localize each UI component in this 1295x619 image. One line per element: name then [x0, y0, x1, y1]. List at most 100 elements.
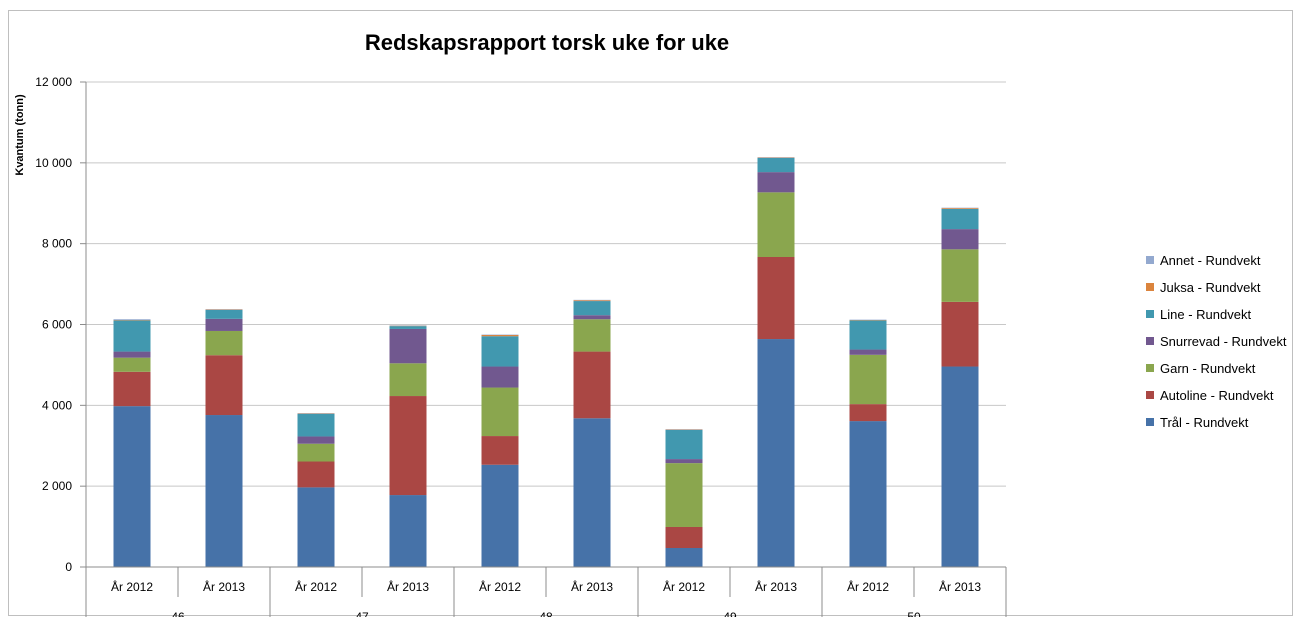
bar-segment — [297, 413, 335, 437]
x-tick-label: År 2012 — [847, 579, 889, 594]
bar-segment — [113, 371, 151, 407]
y-tick-label: 2 000 — [42, 479, 72, 493]
legend-swatch — [1146, 256, 1154, 264]
bar-segment — [297, 487, 335, 567]
y-tick-label: 0 — [65, 560, 72, 574]
y-axis-label: Kvantum (tonn) — [14, 94, 26, 176]
bar-segment — [757, 257, 795, 340]
bar-segment — [941, 301, 979, 367]
x-axis: År 2012 År 2013 År 2012 År 2013 År 2012 År 20… — [80, 81, 1007, 617]
bar-segment — [573, 315, 611, 320]
bar-segment — [573, 418, 611, 567]
bar-segment — [849, 349, 887, 355]
bar-segment — [941, 366, 979, 567]
legend-label: Snurrevad - Rundvekt — [1160, 334, 1287, 349]
bar-segment — [481, 436, 519, 465]
x-tick-label: År 2013 — [755, 579, 797, 594]
bars — [113, 157, 979, 567]
bar-segment — [389, 363, 427, 397]
bar-segment — [205, 330, 243, 356]
legend-label: Trål - Rundvekt — [1160, 415, 1249, 430]
bar-segment — [573, 319, 611, 352]
bar-segment — [113, 319, 151, 321]
bar-segment — [941, 208, 979, 230]
legend-label: Juksa - Rundvekt — [1160, 280, 1261, 295]
bar-segment — [481, 366, 519, 388]
legend-label: Annet - Rundvekt — [1160, 253, 1261, 268]
legend-item: Snurrevad - Rundvekt — [1146, 334, 1287, 349]
chart-svg: Redskapsrapport torsk uke for uke Kvantu… — [14, 30, 1287, 617]
x-group-label: 49 — [723, 610, 737, 617]
bar-segment — [205, 355, 243, 416]
legend-item: Juksa - Rundvekt — [1146, 280, 1261, 295]
bar-segment — [297, 436, 335, 444]
x-tick-label: År 2013 — [203, 579, 245, 594]
legend-swatch — [1146, 283, 1154, 291]
bar-segment — [665, 459, 703, 464]
bar-segment — [665, 548, 703, 567]
legend-swatch — [1146, 337, 1154, 345]
legend-item: Annet - Rundvekt — [1146, 253, 1261, 268]
legend: Annet - Rundvekt Juksa - Rundvekt Line - R… — [1146, 253, 1287, 430]
bar-segment — [941, 229, 979, 250]
bar-segment — [665, 429, 703, 460]
bar-segment — [113, 320, 151, 352]
bar-segment — [481, 336, 519, 367]
legend-swatch — [1146, 418, 1154, 426]
bar-segment — [665, 463, 703, 527]
legend-item: Garn - Rundvekt — [1146, 361, 1256, 376]
legend-label: Line - Rundvekt — [1160, 307, 1251, 322]
bar-segment — [757, 192, 795, 258]
bar-segment — [297, 461, 335, 488]
bar-segment — [389, 328, 427, 364]
bar-segment — [205, 309, 243, 319]
y-tick-labels: 0 2 000 4 000 6 000 8 000 10 000 12 000 — [35, 75, 72, 574]
x-group-label: 46 — [171, 610, 185, 617]
x-tick-label: År 2012 — [295, 579, 337, 594]
legend-swatch — [1146, 310, 1154, 318]
x-tick-label: År 2013 — [571, 579, 613, 594]
bar-segment — [205, 318, 243, 331]
bar-segment — [205, 415, 243, 567]
x-group-label: 50 — [907, 610, 921, 617]
chart-title: Redskapsrapport torsk uke for uke — [365, 30, 729, 55]
bar-segment — [849, 404, 887, 422]
bar-segment — [665, 526, 703, 549]
y-tick-label: 10 000 — [35, 156, 72, 170]
bar-segment — [573, 301, 611, 316]
legend-label: Autoline - Rundvekt — [1160, 388, 1274, 403]
x-group-label: 47 — [355, 610, 369, 617]
bar-segment — [389, 396, 427, 496]
x-tick-label: År 2012 — [663, 579, 705, 594]
y-tick-label: 6 000 — [42, 318, 72, 332]
y-tick-label: 4 000 — [42, 398, 72, 412]
y-tick-label: 8 000 — [42, 237, 72, 251]
x-tick-label: År 2013 — [387, 579, 429, 594]
legend-swatch — [1146, 364, 1154, 372]
x-group-label: 48 — [539, 610, 553, 617]
bar-segment — [757, 339, 795, 567]
bar-segment — [113, 351, 151, 358]
chart-frame: Redskapsrapport torsk uke for uke Kvantu… — [8, 10, 1293, 617]
bar-segment — [849, 354, 887, 405]
bar-segment — [389, 495, 427, 567]
bar-segment — [941, 208, 979, 209]
legend-swatch — [1146, 391, 1154, 399]
bar-segment — [757, 157, 795, 173]
bar-segment — [113, 357, 151, 372]
bar-segment — [481, 464, 519, 567]
bar-segment — [573, 300, 611, 302]
bar-segment — [389, 326, 427, 329]
legend-label: Garn - Rundvekt — [1160, 361, 1256, 376]
bar-segment — [113, 406, 151, 567]
bar-segment — [849, 320, 887, 350]
legend-item: Autoline - Rundvekt — [1146, 388, 1274, 403]
bar-segment — [481, 335, 519, 337]
y-tick-label: 12 000 — [35, 75, 72, 89]
x-tick-label: År 2013 — [939, 579, 981, 594]
x-tick-label: År 2012 — [479, 579, 521, 594]
x-tick-label: År 2012 — [111, 579, 153, 594]
bar-segment — [573, 351, 611, 419]
bar-segment — [941, 249, 979, 302]
legend-item: Line - Rundvekt — [1146, 307, 1251, 322]
